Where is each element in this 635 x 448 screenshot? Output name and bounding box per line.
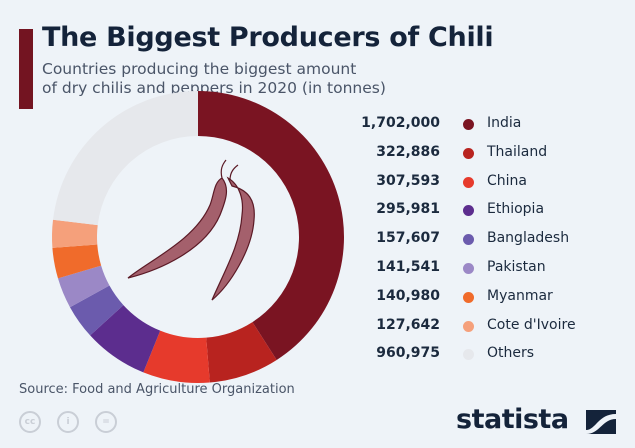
- legend-swatch: [463, 176, 474, 188]
- donut-slice-pakistan: [57, 265, 110, 308]
- legend-swatch: [463, 349, 474, 361]
- statista-logo-icon: [586, 410, 616, 434]
- chart-title: The Biggest Producers of Chili: [42, 22, 494, 53]
- legend-swatch: [463, 291, 474, 303]
- subtitle-line: Countries producing the biggest amount: [42, 60, 357, 78]
- legend-label: Myanmar: [487, 287, 553, 304]
- donut-slice-india: [198, 91, 344, 360]
- statista-logo: statista: [456, 404, 569, 435]
- legend-label: Pakistan: [487, 259, 546, 275]
- legend-swatch: [463, 263, 474, 274]
- legend-item: 1,702,000 India: [340, 112, 620, 136]
- legend-value: 322,886: [376, 143, 440, 160]
- legend-swatch: [463, 147, 474, 159]
- donut-slice-thailand: [206, 322, 277, 383]
- legend-swatch: [463, 205, 474, 217]
- source-note: Source: Food and Agriculture Organizatio…: [19, 382, 295, 397]
- cc-icon: cc: [19, 411, 41, 433]
- subtitle-line: of dry chilis and peppers in 2020 (in to…: [42, 79, 386, 97]
- legend-value: 295,981: [376, 201, 440, 218]
- donut-slice-others: [53, 91, 198, 226]
- legend-label: Others: [487, 345, 535, 362]
- cc-by-icon: i: [57, 411, 79, 433]
- legend-value: 140,980: [376, 287, 440, 304]
- legend-label: India: [487, 115, 522, 131]
- legend-item: 157,607 Bangladesh: [340, 227, 620, 251]
- legend-label: Bangladesh: [487, 230, 570, 247]
- cc-nd-icon: =: [95, 411, 117, 433]
- legend-label: Cote d'Ivoire: [487, 316, 576, 333]
- donut-slice-ethiopia: [90, 305, 161, 373]
- legend-label: China: [487, 172, 527, 189]
- donut-slice-cote-d-ivoire: [51, 219, 98, 248]
- donut-slice-bangladesh: [69, 285, 124, 336]
- legend-swatch: [463, 320, 474, 332]
- legend-item: 295,981 Ethiopia: [340, 198, 620, 222]
- legend-item: 127,642 Cote d'Ivoire: [340, 314, 620, 338]
- legend-item: 960,975 Others: [340, 342, 620, 366]
- legend-label: Thailand: [487, 143, 548, 160]
- chili-icon: [127, 159, 255, 301]
- legend-item: 322,886 Thailand: [340, 141, 620, 165]
- donut-slice-myanmar: [52, 244, 102, 279]
- title-accent-bar: [19, 29, 33, 109]
- legend-value: 127,642: [376, 316, 440, 333]
- legend-swatch: [463, 234, 474, 246]
- legend-label: Ethiopia: [487, 201, 545, 218]
- donut-slice-china: [143, 330, 210, 384]
- legend-value: 960,975: [376, 345, 440, 362]
- legend-value: 307,593: [376, 172, 440, 189]
- legend-value: 157,607: [376, 230, 440, 247]
- legend-item: 141,541 Pakistan: [340, 256, 620, 280]
- legend-item: 140,980 Myanmar: [340, 285, 620, 309]
- legend-item: 307,593 China: [340, 170, 620, 194]
- legend-swatch: [463, 119, 474, 130]
- legend-value: 141,541: [376, 259, 440, 275]
- legend-value: 1,702,000: [361, 115, 440, 131]
- chart-subtitle: Countries producing the biggest amount o…: [42, 60, 502, 98]
